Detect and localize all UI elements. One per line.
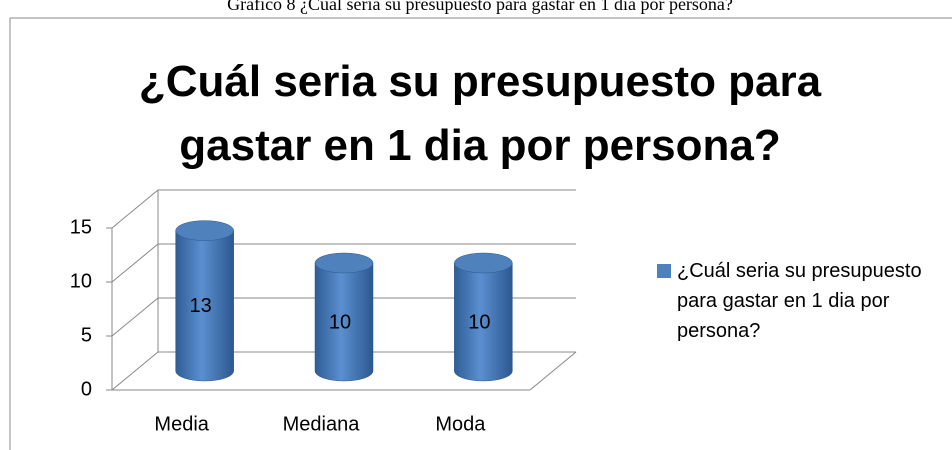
grid-line [111,243,576,283]
y-tick-label: 0 [81,378,92,400]
cylinder-top [314,252,374,274]
grid-line [111,297,576,337]
value-label: 10 [468,311,490,333]
cylinder-body [454,262,513,382]
cylinder-bar [175,220,234,382]
value-label: 10 [329,311,351,333]
cylinder-bar [454,252,513,382]
cylinder-body [175,230,234,382]
cylinder-body [314,262,374,382]
y-tick-label: 10 [70,270,92,292]
cylinder-top [175,220,234,241]
grid-line [111,189,576,229]
title-box: ¿Cuál seria su presupuesto para gastar e… [138,57,822,170]
floor [529,351,577,391]
cylinder-top [454,252,513,274]
chart-title: ¿Cuál seria su presupuesto para gastar e… [138,57,822,170]
x-tick-label: Moda [435,413,486,435]
legend-label: ¿Cuál seria su presupuesto para gastar e… [677,260,922,342]
x-tick-label: Mediana [283,413,361,435]
cylinder-bar [314,252,374,382]
grid-line [111,351,576,391]
caption: Gráfico 8 ¿Cuál seria su presupuesto par… [227,0,733,14]
legend-swatch [657,264,671,278]
legend-box: ¿Cuál seria su presupuesto para gastar e… [677,260,922,342]
x-tick-label: Media [154,413,209,435]
value-label: 13 [190,295,212,317]
y-tick-label: 15 [70,216,92,238]
y-tick-label: 5 [81,324,92,346]
